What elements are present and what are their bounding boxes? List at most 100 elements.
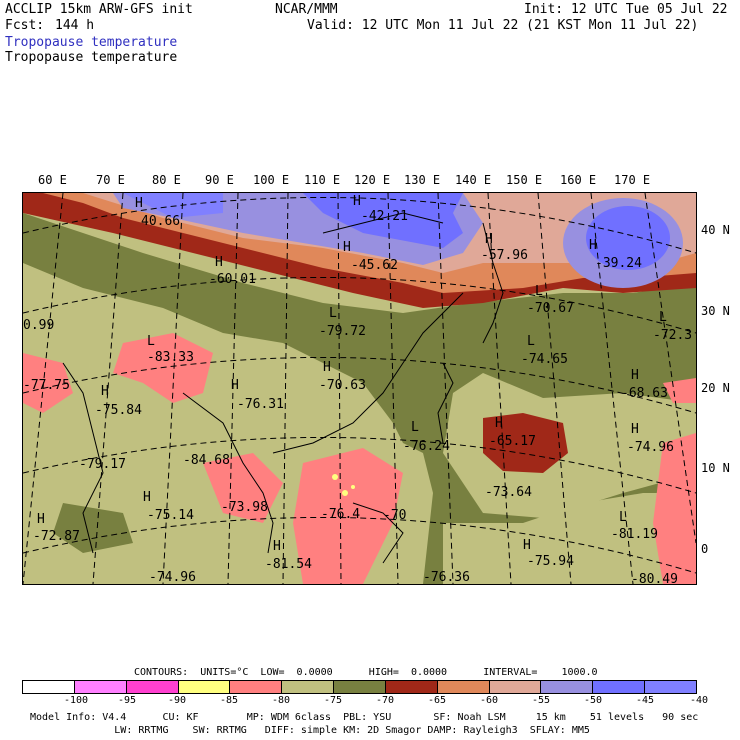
color-swatch [230, 681, 283, 693]
contours-info: CONTOURS: UNITS=°C LOW= 0.0000 HIGH= 0.0… [134, 667, 598, 678]
lon-label: 120 E [354, 173, 391, 187]
contour-label: -65.17 [489, 434, 536, 449]
high-marker: H [523, 538, 531, 553]
contour-field-title: Tropopause temperature [5, 50, 178, 65]
forecast-label: Fcst: [5, 18, 45, 33]
contour-label: -74.96 [149, 570, 196, 585]
contour-label: -79.17 [79, 457, 126, 472]
lat-label: 0 [701, 542, 709, 556]
contour-label: -42.21 [361, 209, 408, 224]
high-marker: H [215, 255, 223, 270]
high-marker: L [619, 510, 627, 525]
high-marker: H [631, 368, 639, 383]
high-marker: L [411, 420, 419, 435]
lat-label: 10 N [701, 461, 730, 475]
contour-label: -75.14 [147, 508, 194, 523]
lon-label: 90 E [205, 173, 234, 187]
scale-tick: -50 [584, 695, 603, 706]
contour-label: -76.31 [237, 397, 284, 412]
contour-label: -81.19 [611, 527, 658, 542]
contour-label: -60.01 [209, 272, 256, 287]
contour-label: -70.63 [319, 378, 366, 393]
contour-label: -70.67 [527, 301, 574, 316]
color-swatch [334, 681, 386, 693]
shaded-field-title: Tropopause temperature [5, 35, 178, 50]
map-shading [23, 193, 696, 584]
color-swatch [282, 681, 335, 693]
color-swatch [74, 681, 127, 693]
contour-label: -70 [383, 508, 407, 523]
high-marker: H [353, 194, 361, 209]
contour-label: -75.94 [527, 554, 574, 569]
lat-label: 30 N [701, 304, 730, 318]
high-marker: H [343, 240, 351, 255]
scale-tick: -90 [168, 695, 187, 706]
lon-label: 160 E [560, 173, 597, 187]
color-swatch [541, 681, 594, 693]
high-marker: H [323, 360, 331, 375]
scale-tick: -55 [532, 695, 551, 706]
scale-tick: -60 [480, 695, 499, 706]
contour-label: -68.63 [621, 386, 668, 401]
contour-label: -45.62 [351, 258, 398, 273]
scale-tick: -75 [324, 695, 343, 706]
contour-label: -76.36 [423, 570, 470, 585]
init-time: Init: 12 UTC Tue 05 Jul 22 [524, 2, 728, 17]
color-swatch [385, 681, 438, 693]
contour-label: -80.49 [631, 572, 678, 585]
lon-label: 170 E [614, 173, 651, 187]
contour-label: 40.66 [141, 214, 181, 229]
scale-tick: -85 [220, 695, 239, 706]
high-marker: H [631, 422, 639, 437]
contour-label: -79.72 [319, 324, 366, 339]
contour-label: -74.96 [627, 440, 674, 455]
high-marker: L [535, 284, 543, 299]
high-marker: H [135, 196, 143, 211]
contour-label: -72.3 [653, 328, 693, 343]
contour-label: -84.68 [183, 453, 230, 468]
lon-label: 110 E [304, 173, 341, 187]
contour-label: 0.99 [23, 318, 55, 333]
high-marker: H [101, 384, 109, 399]
contour-label: -81.54 [265, 557, 312, 572]
contour-label: -57.96 [481, 248, 528, 263]
color-swatch [645, 681, 696, 693]
high-marker: L [527, 334, 535, 349]
high-marker: H [143, 490, 151, 505]
color-swatch [437, 681, 490, 693]
color-swatch [178, 681, 231, 693]
scale-tick: -80 [272, 695, 291, 706]
color-swatch [126, 681, 179, 693]
color-scale-bar [22, 680, 697, 694]
contour-label: -39.24 [595, 256, 642, 271]
high-marker: H [495, 416, 503, 431]
color-swatch [23, 681, 75, 693]
contour-label: -77.75 [23, 378, 70, 393]
scale-unit: -40 [690, 695, 709, 706]
contour-label: -72.87 [33, 529, 80, 544]
color-swatch [593, 681, 646, 693]
lat-label: 20 N [701, 381, 730, 395]
lon-label: 60 E [38, 173, 67, 187]
lon-label: 80 E [152, 173, 181, 187]
model-title: ACCLIP 15km ARW-GFS init [5, 2, 193, 17]
tropopause-temperature-map: 40.66 -42.21 -45.62 -57.96 -39.24 -60.01… [22, 192, 697, 585]
contour-label: -73.64 [485, 485, 532, 500]
scale-tick: -100 [64, 695, 89, 706]
lon-label: 140 E [455, 173, 492, 187]
contour-label: -76.4 [321, 507, 361, 522]
high-marker: H [37, 512, 45, 527]
lon-label: 100 E [253, 173, 290, 187]
high-marker: H [273, 539, 281, 554]
contour-label: -74.65 [521, 352, 568, 367]
org-label: NCAR/MMM [275, 2, 338, 17]
model-info-line2: LW: RRTMG SW: RRTMG DIFF: simple KM: 2D … [30, 725, 590, 736]
color-swatch [489, 681, 542, 693]
high-marker: H [589, 238, 597, 253]
high-marker: H [231, 378, 239, 393]
high-marker: L [329, 306, 337, 321]
scale-tick: -95 [118, 695, 137, 706]
high-marker: H [485, 232, 493, 247]
high-marker: L [659, 310, 667, 325]
model-info-line1: Model Info: V4.4 CU: KF MP: WDM 6class P… [30, 712, 699, 723]
